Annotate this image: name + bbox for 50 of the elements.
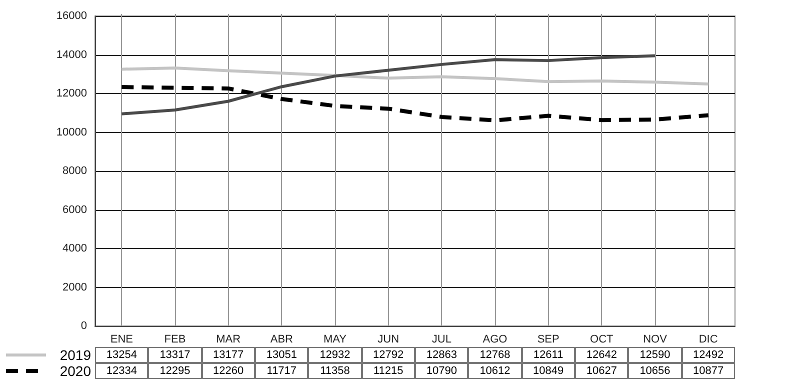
data-label: 12792 <box>362 347 415 363</box>
x-tick-label: JUL <box>432 334 452 346</box>
data-label: 12642 <box>575 347 628 363</box>
y-tick-label: 14000 <box>56 48 87 61</box>
y-tick-label: 2000 <box>62 281 87 294</box>
data-label: 13177 <box>202 347 255 363</box>
data-label: 12932 <box>308 347 362 363</box>
data-label: 10877 <box>682 363 735 379</box>
x-tick-label: JUN <box>378 334 400 346</box>
x-tick-label: NOV <box>643 334 668 346</box>
data-label: 12863 <box>415 347 468 363</box>
line-series <box>120 85 710 122</box>
data-label: 10790 <box>415 363 468 379</box>
y-tick-label: 8000 <box>62 165 87 177</box>
y-tick-label: 12000 <box>56 88 87 100</box>
y-tick-label: 4000 <box>62 242 87 254</box>
x-tick-label: MAY <box>323 334 348 346</box>
x-tick-label: ENE <box>110 334 133 346</box>
line-series <box>120 66 710 86</box>
data-label: 12768 <box>468 347 522 363</box>
data-label: 12334 <box>95 363 148 379</box>
data-label: 10656 <box>628 363 682 379</box>
x-tick-label: MAR <box>216 334 241 346</box>
data-label: 13254 <box>95 347 148 363</box>
data-label: 12611 <box>522 347 575 363</box>
x-tick-label: ABR <box>270 334 294 346</box>
data-label: 12492 <box>682 347 735 363</box>
x-tick-label: DIC <box>698 334 718 346</box>
x-tick-label: OCT <box>590 334 614 346</box>
data-label: 13317 <box>148 347 202 363</box>
line-series <box>120 54 656 116</box>
data-label: 11717 <box>255 363 308 379</box>
data-label: 10612 <box>468 363 522 379</box>
legend-label: 2020 <box>58 363 92 379</box>
legend-label: 2019 <box>58 347 92 363</box>
data-label: 11215 <box>362 363 415 379</box>
data-label: 12590 <box>628 347 682 363</box>
data-label: 10849 <box>522 363 575 379</box>
data-label: 13051 <box>255 347 308 363</box>
y-tick-label: 0 <box>80 320 87 332</box>
data-label: 11358 <box>308 363 362 379</box>
data-label: 12260 <box>202 363 255 379</box>
data-label: 10627 <box>575 363 628 379</box>
x-tick-label: AGO <box>482 334 508 346</box>
data-label: 12295 <box>148 363 202 379</box>
x-tick-label: SEP <box>537 334 560 346</box>
y-tick-label: 6000 <box>62 204 87 216</box>
x-tick-label: FEB <box>164 334 186 346</box>
y-tick-label: 10000 <box>56 126 87 138</box>
y-tick-label: 16000 <box>56 10 87 22</box>
